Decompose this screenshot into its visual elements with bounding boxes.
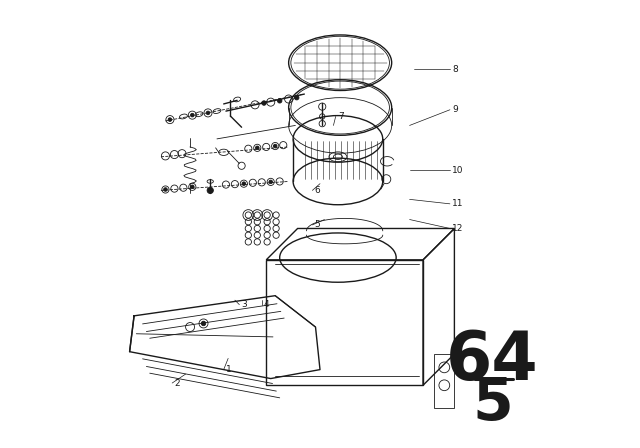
Text: 11: 11 [452, 199, 463, 208]
Circle shape [207, 187, 213, 194]
Circle shape [294, 95, 299, 100]
Circle shape [201, 321, 206, 326]
Text: 9: 9 [452, 105, 458, 114]
Text: 10: 10 [452, 166, 463, 175]
Circle shape [278, 99, 282, 103]
Text: 2: 2 [174, 379, 180, 388]
Circle shape [206, 111, 210, 115]
Circle shape [255, 146, 259, 150]
Text: 8: 8 [452, 65, 458, 74]
Circle shape [168, 118, 172, 121]
Text: 5: 5 [315, 220, 321, 229]
Circle shape [164, 188, 167, 191]
Circle shape [273, 144, 277, 148]
Circle shape [191, 113, 194, 117]
Circle shape [269, 180, 273, 184]
Text: 5: 5 [472, 375, 513, 432]
Text: 4: 4 [264, 300, 269, 309]
Text: 3: 3 [242, 300, 247, 309]
Text: 1: 1 [226, 365, 232, 374]
Text: 6: 6 [315, 186, 321, 195]
Circle shape [191, 185, 194, 189]
Circle shape [262, 101, 266, 105]
Text: 7: 7 [338, 112, 344, 121]
Text: 12: 12 [452, 224, 463, 233]
Text: 64: 64 [446, 327, 539, 394]
Circle shape [242, 182, 246, 185]
